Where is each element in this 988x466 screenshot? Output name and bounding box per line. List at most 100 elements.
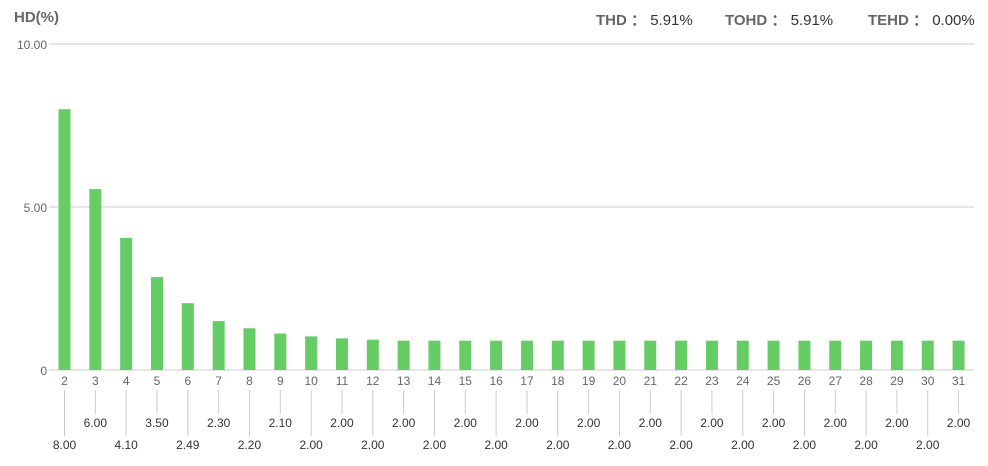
bar	[89, 189, 102, 370]
tohd-metric: TOHD ： 5.91%	[725, 9, 833, 30]
value-label: 2.00	[423, 438, 447, 452]
bar	[335, 338, 348, 370]
value-label: 2.49	[176, 438, 200, 452]
value-label: 2.00	[577, 416, 601, 430]
x-tick-label: 3	[92, 374, 99, 388]
y-tick-label: 5.00	[24, 201, 48, 215]
value-label: 2.00	[793, 438, 817, 452]
value-label: 2.00	[299, 438, 323, 452]
tohd-label: TOHD	[725, 12, 768, 29]
x-tick-label: 26	[798, 374, 812, 388]
bar	[274, 333, 287, 370]
value-label: 2.00	[669, 438, 693, 452]
y-tick-label: 10.00	[17, 38, 47, 52]
x-tick-label: 18	[551, 374, 565, 388]
bar	[952, 340, 965, 370]
bar	[490, 340, 503, 370]
x-tick-label: 14	[428, 374, 442, 388]
bar	[921, 340, 934, 370]
value-label: 2.00	[639, 416, 663, 430]
bar	[613, 340, 626, 370]
x-tick-label: 16	[489, 374, 503, 388]
y-tick-label: 0	[40, 364, 47, 378]
x-tick-label: 23	[705, 374, 719, 388]
value-label: 2.00	[731, 438, 755, 452]
bar	[58, 109, 71, 370]
tehd-separator: ：	[913, 12, 929, 29]
x-tick-label: 13	[397, 374, 411, 388]
bar	[644, 340, 657, 370]
tohd-value: 5.91%	[790, 12, 834, 29]
x-tick-label: 21	[644, 374, 658, 388]
value-label: 2.00	[546, 438, 570, 452]
x-tick-label: 8	[246, 374, 253, 388]
bar	[582, 340, 595, 370]
x-tick-label: 12	[366, 374, 380, 388]
x-tick-label: 10	[304, 374, 318, 388]
x-tick-label: 19	[582, 374, 596, 388]
value-label: 2.00	[608, 438, 632, 452]
value-label: 2.00	[361, 438, 385, 452]
bar	[181, 303, 194, 370]
value-label: 2.00	[947, 416, 971, 430]
value-label: 6.00	[84, 416, 108, 430]
x-tick-label: 11	[336, 374, 349, 388]
value-label: 2.20	[238, 438, 262, 452]
x-tick-label: 27	[829, 374, 843, 388]
value-label: 2.10	[269, 416, 293, 430]
x-tick-label: 6	[184, 374, 191, 388]
x-tick-label: 4	[123, 374, 130, 388]
thd-separator: ：	[631, 12, 647, 29]
bar	[767, 340, 780, 370]
x-tick-label: 2	[61, 374, 68, 388]
tehd-label: TEHD	[868, 12, 909, 29]
x-tick-label: 28	[859, 374, 873, 388]
thd-value: 5.91%	[650, 12, 693, 29]
value-label: 2.00	[854, 438, 878, 452]
value-label: 3.50	[145, 416, 169, 430]
bar	[736, 340, 749, 370]
tohd-separator: ：	[771, 12, 787, 29]
x-tick-label: 24	[736, 374, 750, 388]
x-tick-label: 17	[520, 374, 534, 388]
value-label: 2.00	[824, 416, 848, 430]
bar	[428, 340, 441, 370]
x-tick-label: 25	[767, 374, 781, 388]
value-label: 2.00	[762, 416, 786, 430]
chart-title: HD(%)	[14, 9, 59, 26]
value-label: 2.00	[454, 416, 478, 430]
value-label: 2.00	[330, 416, 354, 430]
x-tick-label: 22	[674, 374, 688, 388]
value-label: 8.00	[53, 438, 77, 452]
bar	[366, 339, 379, 370]
bar	[860, 340, 873, 370]
tehd-metric: TEHD ： 0.00%	[868, 9, 975, 30]
value-label: 2.00	[392, 416, 416, 430]
tehd-value: 0.00%	[932, 12, 975, 29]
value-label: 2.00	[916, 438, 940, 452]
bar	[798, 340, 811, 370]
value-label: 2.00	[885, 416, 909, 430]
x-tick-label: 9	[277, 374, 284, 388]
bar	[551, 340, 564, 370]
bar	[890, 340, 903, 370]
bar	[305, 336, 318, 370]
bar	[150, 277, 163, 370]
bar	[243, 328, 256, 370]
thd-metric: THD ： 5.91%	[596, 9, 693, 30]
bar	[675, 340, 688, 370]
x-tick-label: 7	[215, 374, 222, 388]
bar	[459, 340, 472, 370]
bar	[120, 237, 133, 370]
value-label: 4.10	[114, 438, 138, 452]
bar	[397, 340, 410, 370]
x-tick-label: 31	[952, 374, 966, 388]
value-label: 2.00	[515, 416, 539, 430]
value-label: 2.00	[484, 438, 508, 452]
x-tick-label: 29	[890, 374, 904, 388]
x-tick-label: 20	[613, 374, 627, 388]
bar	[212, 321, 225, 370]
bar	[520, 340, 533, 370]
thd-label: THD	[596, 12, 627, 29]
